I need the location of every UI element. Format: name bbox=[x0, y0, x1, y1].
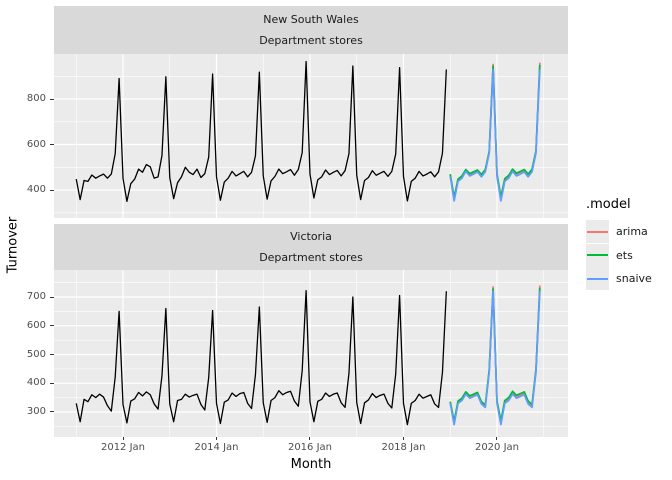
series-historical bbox=[75, 290, 447, 426]
x-axis-tick bbox=[402, 437, 404, 440]
y-tick-label: 500 bbox=[26, 348, 46, 360]
y-axis-tick bbox=[50, 354, 54, 355]
x-tick-label: 2018 Jan bbox=[381, 442, 426, 453]
facet-title-industry: Department stores bbox=[259, 251, 363, 264]
series-snaive bbox=[449, 68, 541, 202]
x-tick-label: 2020 Jan bbox=[474, 442, 519, 453]
legend-swatch-line bbox=[587, 254, 608, 257]
facet-strip-new-south-wales: New South Wales Department stores bbox=[54, 6, 568, 54]
legend-item-ets: ets bbox=[586, 243, 652, 268]
legend: .model arima ets snaive bbox=[586, 197, 652, 291]
x-axis-tick bbox=[122, 437, 124, 440]
x-tick-label: 2012 Jan bbox=[100, 442, 146, 453]
legend-item-snaive: snaive bbox=[586, 267, 652, 291]
legend-item-label: arima bbox=[616, 225, 648, 239]
legend-item-arima: arima bbox=[586, 220, 652, 244]
x-axis-title: Month bbox=[290, 457, 332, 472]
series-snaive bbox=[449, 290, 541, 426]
y-axis-tick bbox=[50, 98, 54, 100]
x-axis-tick bbox=[496, 437, 498, 440]
panel-victoria bbox=[54, 270, 568, 437]
facet-title-industry: Department stores bbox=[259, 34, 363, 47]
y-axis-tick bbox=[50, 325, 54, 327]
y-tick-label: 800 bbox=[26, 93, 46, 105]
facet-strip-victoria: Victoria Department stores bbox=[54, 224, 568, 270]
y-axis-title: Turnover bbox=[5, 216, 21, 274]
y-axis-tick bbox=[50, 144, 54, 146]
x-axis-tick bbox=[215, 437, 217, 440]
legend-item-label: ets bbox=[616, 248, 633, 262]
legend-item-label: snaive bbox=[616, 272, 652, 286]
y-tick-label: 700 bbox=[26, 291, 46, 303]
legend-key-arima bbox=[586, 220, 609, 244]
legend-items: arima ets snaive bbox=[586, 220, 652, 291]
plot-area-victoria bbox=[54, 270, 568, 437]
y-axis-tick bbox=[50, 411, 54, 413]
plot-area-new-south-wales bbox=[54, 54, 568, 218]
legend-swatch-line bbox=[587, 277, 608, 280]
y-tick-label: 600 bbox=[26, 138, 46, 150]
x-tick-label: 2014 Jan bbox=[194, 442, 239, 453]
x-tick-label: 2016 Jan bbox=[287, 442, 332, 453]
y-tick-label: 600 bbox=[26, 319, 46, 331]
legend-key-snaive bbox=[586, 267, 609, 291]
x-axis-tick bbox=[309, 437, 311, 440]
legend-title: .model bbox=[586, 197, 631, 212]
y-tick-label: 300 bbox=[26, 405, 46, 417]
panel-new-south-wales bbox=[54, 54, 568, 218]
y-tick-label: 400 bbox=[26, 184, 46, 196]
legend-key-ets bbox=[586, 243, 609, 267]
series-historical bbox=[75, 60, 447, 203]
facet-title-region: New South Wales bbox=[263, 13, 359, 26]
y-axis-tick bbox=[50, 296, 54, 298]
facet-title-region: Victoria bbox=[290, 230, 332, 243]
y-axis-tick bbox=[50, 382, 54, 384]
y-axis-tick bbox=[50, 189, 54, 191]
y-tick-label: 400 bbox=[26, 377, 46, 389]
legend-swatch-line bbox=[587, 230, 608, 233]
